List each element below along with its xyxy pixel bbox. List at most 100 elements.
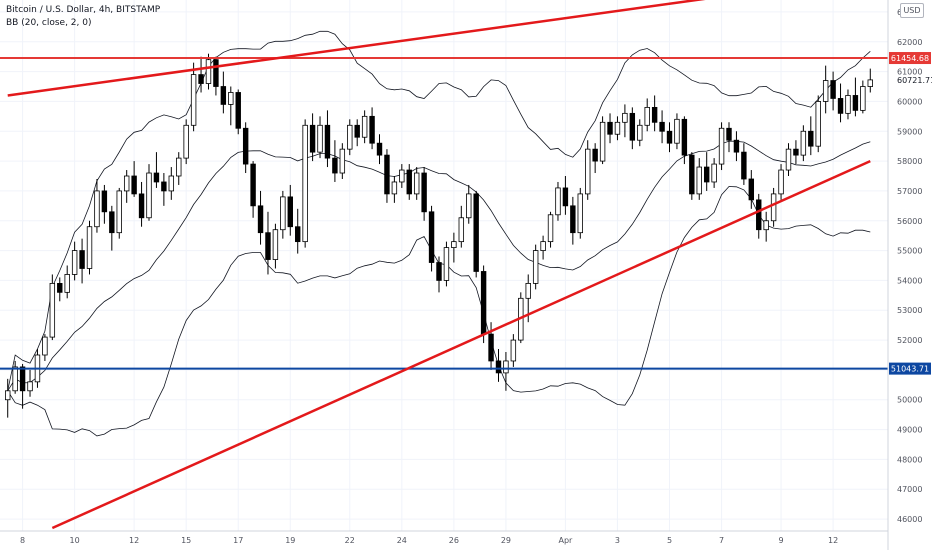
candle-body [733, 139, 740, 153]
candle-body [644, 106, 650, 126]
price-tick-label: 59000 [897, 127, 922, 136]
time-tick-label: 29 [501, 536, 511, 545]
candle-body [718, 127, 725, 165]
candle [585, 140, 591, 200]
candle-body [190, 74, 197, 126]
candle [384, 149, 390, 203]
candle [295, 208, 301, 254]
last-price-label: 60721.71 [897, 76, 932, 85]
candle-body [845, 95, 851, 114]
candle [696, 158, 702, 200]
candle-body [168, 175, 175, 192]
price-tick-label: 62000 [897, 38, 922, 47]
candle-body [309, 124, 316, 153]
candle-body [138, 193, 145, 219]
candle-body [837, 98, 844, 114]
candle [703, 152, 710, 191]
candle-body [815, 101, 821, 147]
candle [659, 110, 665, 144]
candle-body [637, 124, 643, 141]
candle-body [384, 154, 390, 195]
candle-body [748, 178, 755, 201]
candle-body [64, 274, 70, 293]
time-tick-label: 10 [70, 536, 80, 545]
candle [287, 184, 293, 236]
candle-body [302, 124, 308, 243]
price-tick-label: 60000 [897, 97, 922, 106]
candle-body [71, 250, 78, 275]
candle [793, 140, 799, 165]
candle [309, 113, 316, 162]
candle-body [592, 148, 598, 162]
candle-body [495, 360, 502, 374]
candle [205, 53, 212, 90]
candle-body [651, 106, 658, 123]
price-tick-label: 50000 [897, 396, 922, 405]
candle-body [376, 142, 383, 156]
candle [354, 119, 360, 147]
price-tick-label: 56000 [897, 217, 922, 226]
candle [778, 164, 784, 200]
candle [808, 116, 814, 156]
candle [815, 95, 821, 153]
candle [480, 265, 487, 344]
currency-button[interactable]: USD [900, 3, 924, 18]
time-tick-label: 15 [181, 536, 191, 545]
candle-body [860, 86, 866, 111]
candle [49, 274, 56, 341]
candle [785, 143, 792, 177]
candle-body [428, 211, 435, 263]
level-price-tag [889, 52, 931, 65]
candle [674, 113, 680, 150]
candle-body [696, 166, 702, 195]
candle-body [205, 59, 212, 84]
candle [242, 122, 249, 174]
candle-body [629, 112, 636, 141]
candle [607, 113, 613, 144]
candle [183, 119, 189, 165]
candle [458, 205, 465, 248]
candle-body [436, 262, 442, 281]
candle-body [347, 124, 353, 150]
candle-body [532, 250, 539, 284]
candle-body [756, 199, 762, 231]
candle [5, 378, 11, 418]
candle [599, 116, 606, 165]
time-axis: 8 10 12 15 17 19 22 24 26 29 Apr 3 5 7 9 12 [20, 536, 838, 545]
chart-legend: Bitcoin / U.S. Dollar, 4h, BITSTAMP BB (… [6, 4, 160, 30]
candle [250, 161, 256, 218]
candle [272, 223, 279, 269]
candle [421, 167, 427, 221]
bb-upper-band [7, 30, 871, 391]
candle [733, 131, 740, 162]
candle-body [399, 169, 405, 183]
candle-body [257, 205, 264, 234]
candle-body [116, 190, 122, 234]
candle [644, 98, 650, 132]
chart-title: Bitcoin / U.S. Dollar, 4h, BITSTAMP [6, 5, 161, 15]
candle-body [659, 121, 665, 132]
candle-body [265, 232, 271, 260]
time-tick-label: 8 [20, 536, 25, 545]
candle [369, 107, 375, 150]
candle-body [413, 172, 420, 195]
candle [109, 205, 115, 251]
candle [235, 89, 241, 135]
candle [718, 122, 725, 171]
candle-body [808, 130, 814, 147]
price-tick-label: 48000 [897, 455, 922, 464]
candle [845, 89, 851, 120]
candle [64, 265, 70, 299]
candle-body [703, 166, 710, 183]
candle-body [800, 130, 807, 156]
trend-lines [7, 0, 871, 530]
candle-body [287, 196, 293, 228]
candle [220, 71, 227, 114]
candle-body [153, 172, 160, 183]
candle [399, 164, 405, 188]
candle [867, 68, 873, 93]
time-tick-label: 12 [129, 536, 139, 545]
candle [436, 256, 442, 293]
